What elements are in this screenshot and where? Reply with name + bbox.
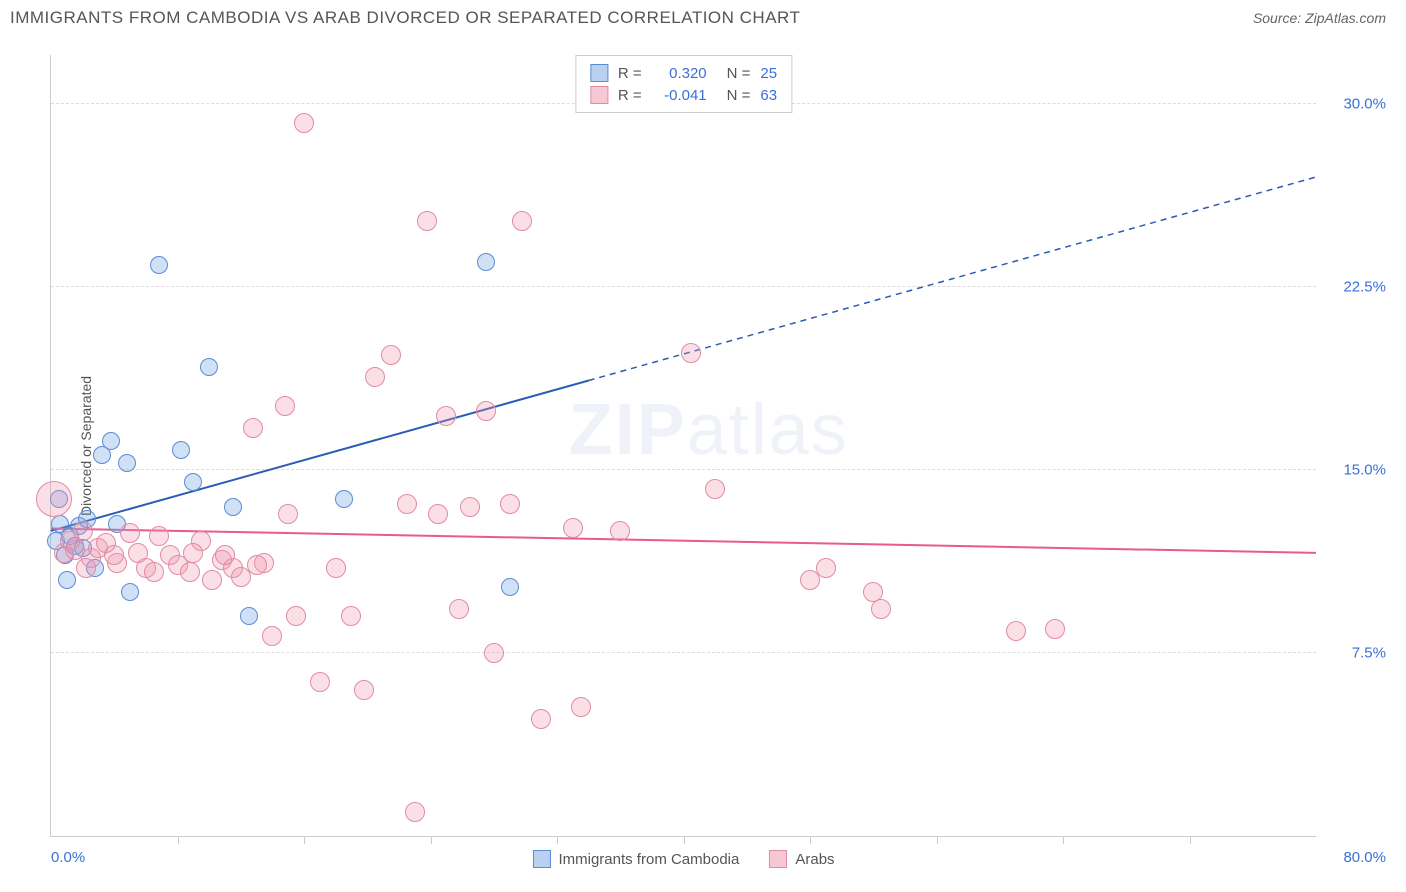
data-point-arabs: [484, 643, 504, 663]
chart-source: Source: ZipAtlas.com: [1253, 10, 1386, 26]
y-tick-label: 15.0%: [1326, 461, 1386, 478]
legend-R-value: -0.041: [652, 87, 707, 104]
data-point-arabs: [417, 211, 437, 231]
data-point-arabs: [365, 367, 385, 387]
trendline-arabs: [51, 528, 1316, 552]
data-point-arabs: [310, 672, 330, 692]
data-point-arabs: [183, 543, 203, 563]
legend-stat-row-cambodia: R = 0.320 N = 25: [590, 62, 777, 84]
legend-swatch-arabs: [769, 850, 787, 868]
x-axis-end-label: 80.0%: [1343, 849, 1386, 866]
data-point-arabs: [428, 504, 448, 524]
legend-item-arabs: Arabs: [769, 850, 834, 868]
legend-swatch-cambodia: [590, 64, 608, 82]
data-point-arabs: [278, 504, 298, 524]
y-tick-label: 30.0%: [1326, 95, 1386, 112]
legend-N-label: N =: [727, 87, 751, 104]
legend-stats-box: R = 0.320 N = 25 R = -0.041 N = 63: [575, 55, 792, 113]
data-point-arabs: [381, 345, 401, 365]
x-axis-start-label: 0.0%: [51, 849, 85, 866]
data-point-arabs: [681, 343, 701, 363]
data-point-cambodia: [150, 256, 168, 274]
data-point-arabs: [705, 479, 725, 499]
legend-series: Immigrants from Cambodia Arabs: [532, 850, 834, 868]
data-point-cambodia: [172, 441, 190, 459]
data-point-arabs: [202, 570, 222, 590]
chart-title: IMMIGRANTS FROM CAMBODIA VS ARAB DIVORCE…: [10, 8, 800, 28]
data-point-arabs: [294, 113, 314, 133]
legend-item-cambodia: Immigrants from Cambodia: [532, 850, 739, 868]
data-point-arabs: [512, 211, 532, 231]
data-point-arabs: [149, 526, 169, 546]
legend-N-label: N =: [727, 65, 751, 82]
legend-swatch-arabs: [590, 86, 608, 104]
x-tick: [557, 836, 558, 844]
data-point-cambodia: [118, 454, 136, 472]
legend-label: Immigrants from Cambodia: [558, 851, 739, 868]
data-point-arabs: [571, 697, 591, 717]
data-point-arabs: [215, 545, 235, 565]
data-point-arabs: [180, 562, 200, 582]
data-point-cambodia: [477, 253, 495, 271]
data-point-arabs: [871, 599, 891, 619]
data-point-arabs: [144, 562, 164, 582]
data-point-arabs: [397, 494, 417, 514]
data-point-arabs: [326, 558, 346, 578]
data-point-arabs: [73, 521, 93, 541]
data-point-arabs: [816, 558, 836, 578]
data-point-cambodia: [102, 432, 120, 450]
data-point-arabs: [36, 481, 72, 517]
legend-label: Arabs: [795, 851, 834, 868]
data-point-arabs: [1006, 621, 1026, 641]
data-point-arabs: [354, 680, 374, 700]
data-point-arabs: [531, 709, 551, 729]
y-tick-label: 22.5%: [1326, 278, 1386, 295]
legend-stat-row-arabs: R = -0.041 N = 63: [590, 84, 777, 106]
data-point-cambodia: [121, 583, 139, 601]
data-point-arabs: [436, 406, 456, 426]
data-point-arabs: [460, 497, 480, 517]
correlation-scatter-chart: ZIPatlas Divorced or Separated R =0.320N…: [50, 55, 1316, 837]
x-tick: [304, 836, 305, 844]
data-point-arabs: [286, 606, 306, 626]
x-tick: [1190, 836, 1191, 844]
x-tick: [178, 836, 179, 844]
data-point-cambodia: [501, 578, 519, 596]
y-tick-label: 7.5%: [1326, 644, 1386, 661]
data-point-arabs: [76, 558, 96, 578]
legend-R-label: R =: [618, 65, 642, 82]
data-point-arabs: [341, 606, 361, 626]
data-point-arabs: [563, 518, 583, 538]
data-point-cambodia: [200, 358, 218, 376]
x-tick: [937, 836, 938, 844]
trend-lines: [51, 55, 1316, 836]
x-tick: [1063, 836, 1064, 844]
data-point-cambodia: [58, 571, 76, 589]
data-point-arabs: [243, 418, 263, 438]
legend-R-label: R =: [618, 87, 642, 104]
legend-N-value: 63: [760, 87, 777, 104]
legend-swatch-cambodia: [532, 850, 550, 868]
data-point-arabs: [275, 396, 295, 416]
data-point-cambodia: [240, 607, 258, 625]
x-tick: [810, 836, 811, 844]
chart-header: IMMIGRANTS FROM CAMBODIA VS ARAB DIVORCE…: [0, 0, 1406, 36]
x-tick: [431, 836, 432, 844]
x-tick: [684, 836, 685, 844]
data-point-cambodia: [335, 490, 353, 508]
data-point-arabs: [476, 401, 496, 421]
data-point-cambodia: [184, 473, 202, 491]
data-point-cambodia: [224, 498, 242, 516]
data-point-arabs: [500, 494, 520, 514]
data-point-arabs: [247, 555, 267, 575]
data-point-arabs: [610, 521, 630, 541]
data-point-arabs: [449, 599, 469, 619]
legend-R-value: 0.320: [652, 65, 707, 82]
data-point-arabs: [120, 523, 140, 543]
data-point-arabs: [262, 626, 282, 646]
data-point-arabs: [405, 802, 425, 822]
legend-N-value: 25: [760, 65, 777, 82]
data-point-arabs: [104, 545, 124, 565]
data-point-arabs: [1045, 619, 1065, 639]
